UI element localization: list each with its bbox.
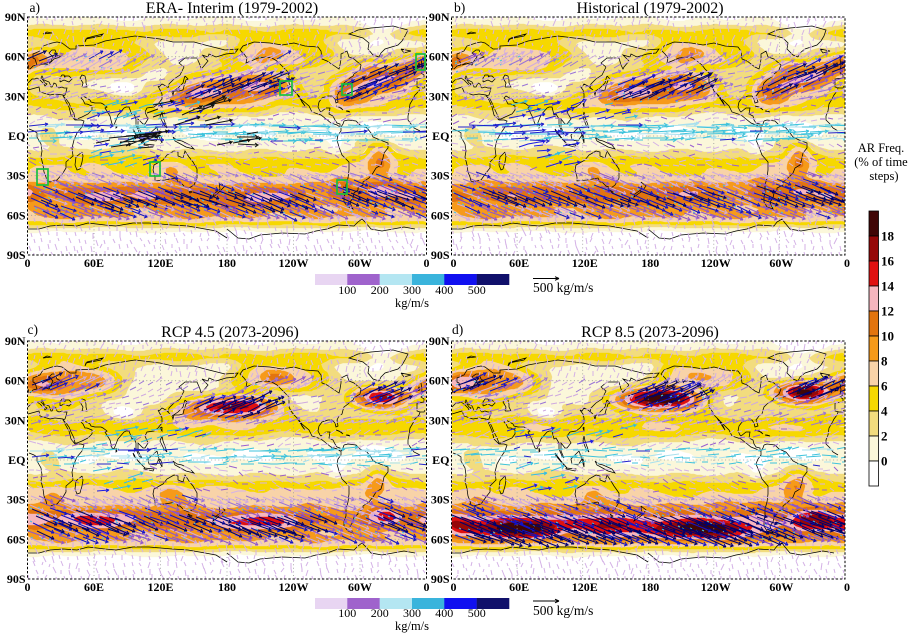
svg-text:60N: 60N xyxy=(429,50,450,64)
svg-text:10: 10 xyxy=(881,329,894,344)
svg-text:90N: 90N xyxy=(5,334,26,348)
svg-text:0: 0 xyxy=(844,256,850,270)
svg-text:60S: 60S xyxy=(7,208,26,222)
svg-text:0: 0 xyxy=(451,256,457,270)
svg-text:300: 300 xyxy=(403,606,421,620)
svg-text:kg/m/s: kg/m/s xyxy=(395,296,429,310)
svg-text:60N: 60N xyxy=(5,50,26,64)
svg-text:500 kg/m/s: 500 kg/m/s xyxy=(533,603,593,618)
svg-text:0: 0 xyxy=(881,454,888,469)
svg-text:16: 16 xyxy=(881,254,895,269)
svg-text:RCP 8.5 (2073-2096): RCP 8.5 (2073-2096) xyxy=(581,324,719,341)
svg-text:200: 200 xyxy=(371,606,389,620)
svg-text:120E: 120E xyxy=(147,580,173,594)
svg-text:60S: 60S xyxy=(431,208,450,222)
svg-text:c): c) xyxy=(28,322,39,337)
svg-text:60E: 60E xyxy=(84,256,104,270)
svg-text:180: 180 xyxy=(218,580,236,594)
svg-text:18: 18 xyxy=(881,229,895,244)
svg-text:100: 100 xyxy=(338,283,356,297)
svg-text:120W: 120W xyxy=(279,256,309,270)
svg-text:60S: 60S xyxy=(431,532,450,546)
svg-text:0: 0 xyxy=(424,580,430,594)
svg-text:30S: 30S xyxy=(7,169,26,183)
svg-text:60N: 60N xyxy=(5,374,26,388)
svg-text:90S: 90S xyxy=(7,248,26,262)
svg-text:400: 400 xyxy=(435,283,453,297)
svg-text:120W: 120W xyxy=(701,580,731,594)
svg-text:60E: 60E xyxy=(509,256,529,270)
svg-text:120W: 120W xyxy=(279,580,309,594)
svg-text:400: 400 xyxy=(435,606,453,620)
svg-text:30N: 30N xyxy=(5,413,26,427)
svg-text:90N: 90N xyxy=(429,10,450,24)
svg-text:90S: 90S xyxy=(431,248,450,262)
svg-text:RCP 4.5 (2073-2096): RCP 4.5 (2073-2096) xyxy=(161,324,299,341)
svg-text:60W: 60W xyxy=(769,580,793,594)
svg-text:b): b) xyxy=(454,0,465,15)
svg-text:a): a) xyxy=(30,0,41,15)
svg-text:180: 180 xyxy=(641,580,659,594)
svg-text:100: 100 xyxy=(338,606,356,620)
svg-text:30N: 30N xyxy=(429,89,450,103)
svg-text:30N: 30N xyxy=(5,89,26,103)
svg-text:500: 500 xyxy=(468,283,486,297)
svg-text:300: 300 xyxy=(403,283,421,297)
svg-text:120E: 120E xyxy=(147,256,173,270)
svg-text:120W: 120W xyxy=(701,256,731,270)
svg-text:ERA- Interim (1979-2002): ERA- Interim (1979-2002) xyxy=(146,0,318,17)
svg-text:steps): steps) xyxy=(869,169,898,183)
svg-text:90N: 90N xyxy=(5,10,26,24)
svg-text:(% of time: (% of time xyxy=(854,155,908,169)
svg-text:90S: 90S xyxy=(7,572,26,586)
svg-text:0: 0 xyxy=(25,580,31,594)
svg-text:0: 0 xyxy=(451,580,457,594)
svg-text:EQ: EQ xyxy=(432,453,449,467)
svg-text:EQ: EQ xyxy=(8,453,25,467)
svg-text:Historical (1979-2002): Historical (1979-2002) xyxy=(576,0,723,17)
svg-text:60N: 60N xyxy=(429,374,450,388)
svg-text:60W: 60W xyxy=(769,256,793,270)
svg-text:120E: 120E xyxy=(572,256,598,270)
svg-text:30S: 30S xyxy=(431,493,450,507)
svg-text:180: 180 xyxy=(641,256,659,270)
svg-text:6: 6 xyxy=(881,379,888,394)
svg-text:60W: 60W xyxy=(348,580,372,594)
svg-text:d): d) xyxy=(452,322,463,337)
svg-text:EQ: EQ xyxy=(8,129,25,143)
svg-text:180: 180 xyxy=(218,256,236,270)
svg-text:90N: 90N xyxy=(429,334,450,348)
svg-text:AR Freq.: AR Freq. xyxy=(858,141,905,155)
svg-text:12: 12 xyxy=(881,304,894,319)
svg-text:60E: 60E xyxy=(84,580,104,594)
svg-text:500: 500 xyxy=(468,606,486,620)
svg-text:0: 0 xyxy=(424,256,430,270)
svg-text:2: 2 xyxy=(881,429,888,444)
svg-text:4: 4 xyxy=(881,404,888,419)
svg-text:8: 8 xyxy=(881,354,888,369)
svg-text:kg/m/s: kg/m/s xyxy=(395,619,429,633)
svg-text:60E: 60E xyxy=(509,580,529,594)
svg-text:30S: 30S xyxy=(431,169,450,183)
svg-text:0: 0 xyxy=(844,580,850,594)
svg-text:500 kg/m/s: 500 kg/m/s xyxy=(533,280,593,295)
svg-text:0: 0 xyxy=(25,256,31,270)
svg-text:200: 200 xyxy=(371,283,389,297)
svg-text:EQ: EQ xyxy=(432,129,449,143)
svg-text:120E: 120E xyxy=(572,580,598,594)
svg-text:30S: 30S xyxy=(7,493,26,507)
svg-text:30N: 30N xyxy=(429,413,450,427)
svg-text:90S: 90S xyxy=(431,572,450,586)
svg-text:60W: 60W xyxy=(348,256,372,270)
svg-text:60S: 60S xyxy=(7,532,26,546)
svg-text:14: 14 xyxy=(881,279,895,294)
